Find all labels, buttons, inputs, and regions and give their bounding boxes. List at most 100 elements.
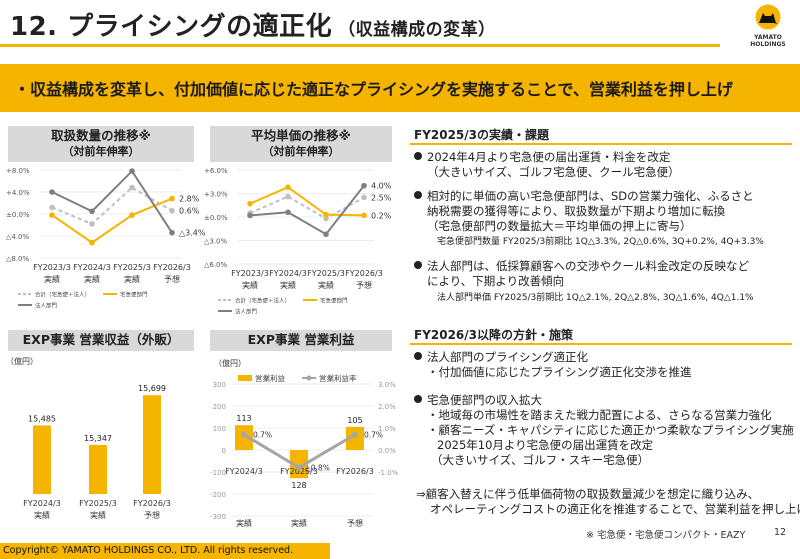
y-tick-label-left: 300 <box>213 381 226 389</box>
conclusion-line-1: ⇒顧客入替えに伴う低単価荷物の取扱数量減少を想定に織り込み、 <box>416 487 760 501</box>
legend-label: 合計（宅急便＋法人） <box>35 291 90 299</box>
data-point <box>89 239 95 246</box>
y-tick-label: △8.0% <box>6 255 30 263</box>
x-tick-sublabel: 予想 <box>144 510 160 520</box>
data-point <box>247 200 253 207</box>
x-tick-label: FY2026/3 <box>345 269 383 278</box>
x-tick-label: FY2023/3 <box>33 263 71 272</box>
price-chart-title: 平均単価の推移※ <box>251 128 351 143</box>
footnote: ※ 宅急便・宅急便コンパクト・EAZY <box>586 530 746 541</box>
x-tick-label: FY2026/3 <box>336 467 374 476</box>
x-tick-label: FY2024/3 <box>225 467 263 476</box>
bullet-dot-icon <box>414 261 422 269</box>
y-tick-label-left: 200 <box>213 403 226 411</box>
y-tick-label: ±0.0% <box>6 211 30 219</box>
price-chart-subtitle: （対前年伸率） <box>262 145 340 158</box>
y-tick-label-right: 2.0% <box>378 403 396 411</box>
y-tick-label: △6.0% <box>204 261 228 269</box>
volume-chart-title: 取扱数量の推移※ <box>51 128 151 143</box>
y-tick-label-left: 100 <box>213 425 226 433</box>
margin-value-label: 0.7% <box>364 431 383 440</box>
section-fy2025-title: FY2025/3の実績・課題 <box>414 128 550 142</box>
x-tick-label: FY2025/3 <box>280 467 318 476</box>
x-tick-sublabel: 実績 <box>242 280 258 290</box>
data-point <box>129 168 135 174</box>
legend-swatch <box>306 375 312 381</box>
data-point <box>323 215 329 222</box>
x-tick-label: FY2025/3 <box>113 263 151 272</box>
price-growth-chart: +6.0% +3.0% ±0.0% △3.0% △6.0%FY2023/3 実績 FY202… <box>204 167 392 316</box>
x-tick-label: FY2024/3 <box>269 269 307 278</box>
exp-profit-title: EXP事業 営業利益 <box>247 332 355 347</box>
y-tick-label-left: -200 <box>210 491 226 499</box>
data-point <box>323 211 329 218</box>
unit-label: （億円） <box>6 356 38 366</box>
policy-2-line-2: ・地域毎の市場性を踏まえた戦力配置による、さらなる営業力強化 <box>427 408 772 422</box>
legend-label: 宅急便部門 <box>120 291 148 299</box>
end-value-label: 4.0% <box>371 182 392 191</box>
legend-label: 営業利益 <box>255 373 285 383</box>
policy-2-line-3: ・顧客ニーズ・キャパシティに応じた適正かつ柔軟なプライシング実施 <box>427 423 794 437</box>
margin-value-label: △0.8% <box>305 464 330 473</box>
yamato-logo: YAMATO HOLDINGS <box>742 4 794 48</box>
section-fy2026-title: FY2026/3以降の方針・施策 <box>414 328 574 342</box>
bar-value-label: 15,485 <box>28 414 56 423</box>
x-tick-sublabel: 実績 <box>90 510 106 520</box>
page-title: 12. プライシングの適正化 （収益構成の変革） <box>10 6 496 43</box>
end-value-label: 2.8% <box>179 195 200 204</box>
y-tick-label-right: 3.0% <box>378 381 396 389</box>
price-chart-header: 平均単価の推移※ （対前年伸率） <box>210 126 392 162</box>
data-point <box>361 212 367 219</box>
logo-text-2: HOLDINGS <box>750 41 786 48</box>
bar-value-label: 113 <box>236 414 251 423</box>
data-point <box>49 189 55 195</box>
y-tick-label-left: 0 <box>222 447 226 455</box>
data-point <box>285 209 291 216</box>
data-point <box>285 193 291 200</box>
x-tick-label: FY2026/3 <box>133 499 171 508</box>
unit-label: （億円） <box>214 358 246 368</box>
y-tick-label: +3.0% <box>204 191 228 199</box>
data-point <box>169 195 175 202</box>
x-tick-sublabel: 実績 <box>318 280 334 290</box>
x-tick-label: FY2025/3 <box>307 269 345 278</box>
end-value-label: 2.5% <box>371 193 392 202</box>
section-fy2026-rule <box>410 343 792 345</box>
data-point <box>89 208 95 215</box>
copyright-text: Copyright© YAMATO HOLDINGS CO., LTD. All… <box>3 545 294 556</box>
y-tick-label-left: -300 <box>210 513 226 521</box>
data-point <box>285 184 291 191</box>
section-fy2025-rule <box>410 143 792 145</box>
policy-2-line-1: 宅急便部門の収入拡大 <box>414 393 542 408</box>
volume-chart-subtitle: （対前年伸率） <box>62 145 140 158</box>
y-tick-label: △3.0% <box>204 238 228 246</box>
profit-bar <box>290 450 308 479</box>
y-tick-label: +6.0% <box>204 167 228 175</box>
policy-1-line-1: 法人部門のプライシング適正化 <box>414 350 588 365</box>
revenue-bar <box>33 425 51 494</box>
data-point <box>323 231 329 238</box>
x-tick-label: FY2023/3 <box>231 269 269 278</box>
legend-swatch <box>238 375 252 381</box>
exp-revenue-header: EXP事業 営業収益（外販） <box>8 330 194 351</box>
title-underline <box>0 44 720 47</box>
page-title-main: 12. プライシングの適正化 <box>10 12 333 42</box>
data-point <box>129 212 135 218</box>
logo-text-1: YAMATO <box>754 34 782 41</box>
series-line <box>51 197 173 244</box>
x-tick-label: FY2024/3 <box>73 263 111 272</box>
bar-value-label: 15,699 <box>138 384 166 393</box>
end-value-label: △3.4% <box>179 229 205 238</box>
series-line <box>249 186 365 217</box>
data-point <box>49 212 55 218</box>
end-value-label: 0.6% <box>179 207 200 216</box>
copyright-bar <box>0 543 330 559</box>
bullet-2-line-1: 相対的に単価の高い宅急便部門は、SDの営業力強化、ふるさと <box>414 189 754 204</box>
conclusion-line-2: オペレーティングコストの適正化を推進することで、営業利益を押し上げ <box>430 502 800 516</box>
data-point <box>49 204 55 211</box>
data-point <box>169 207 175 214</box>
y-tick-label: △4.0% <box>6 233 30 241</box>
bullet-dot-icon <box>414 191 422 199</box>
exp-revenue-chart: （億円） 15,485 FY2024/3 実績 15,347 FY2025/3 実績 15,6… <box>6 356 171 520</box>
margin-point <box>352 431 358 438</box>
